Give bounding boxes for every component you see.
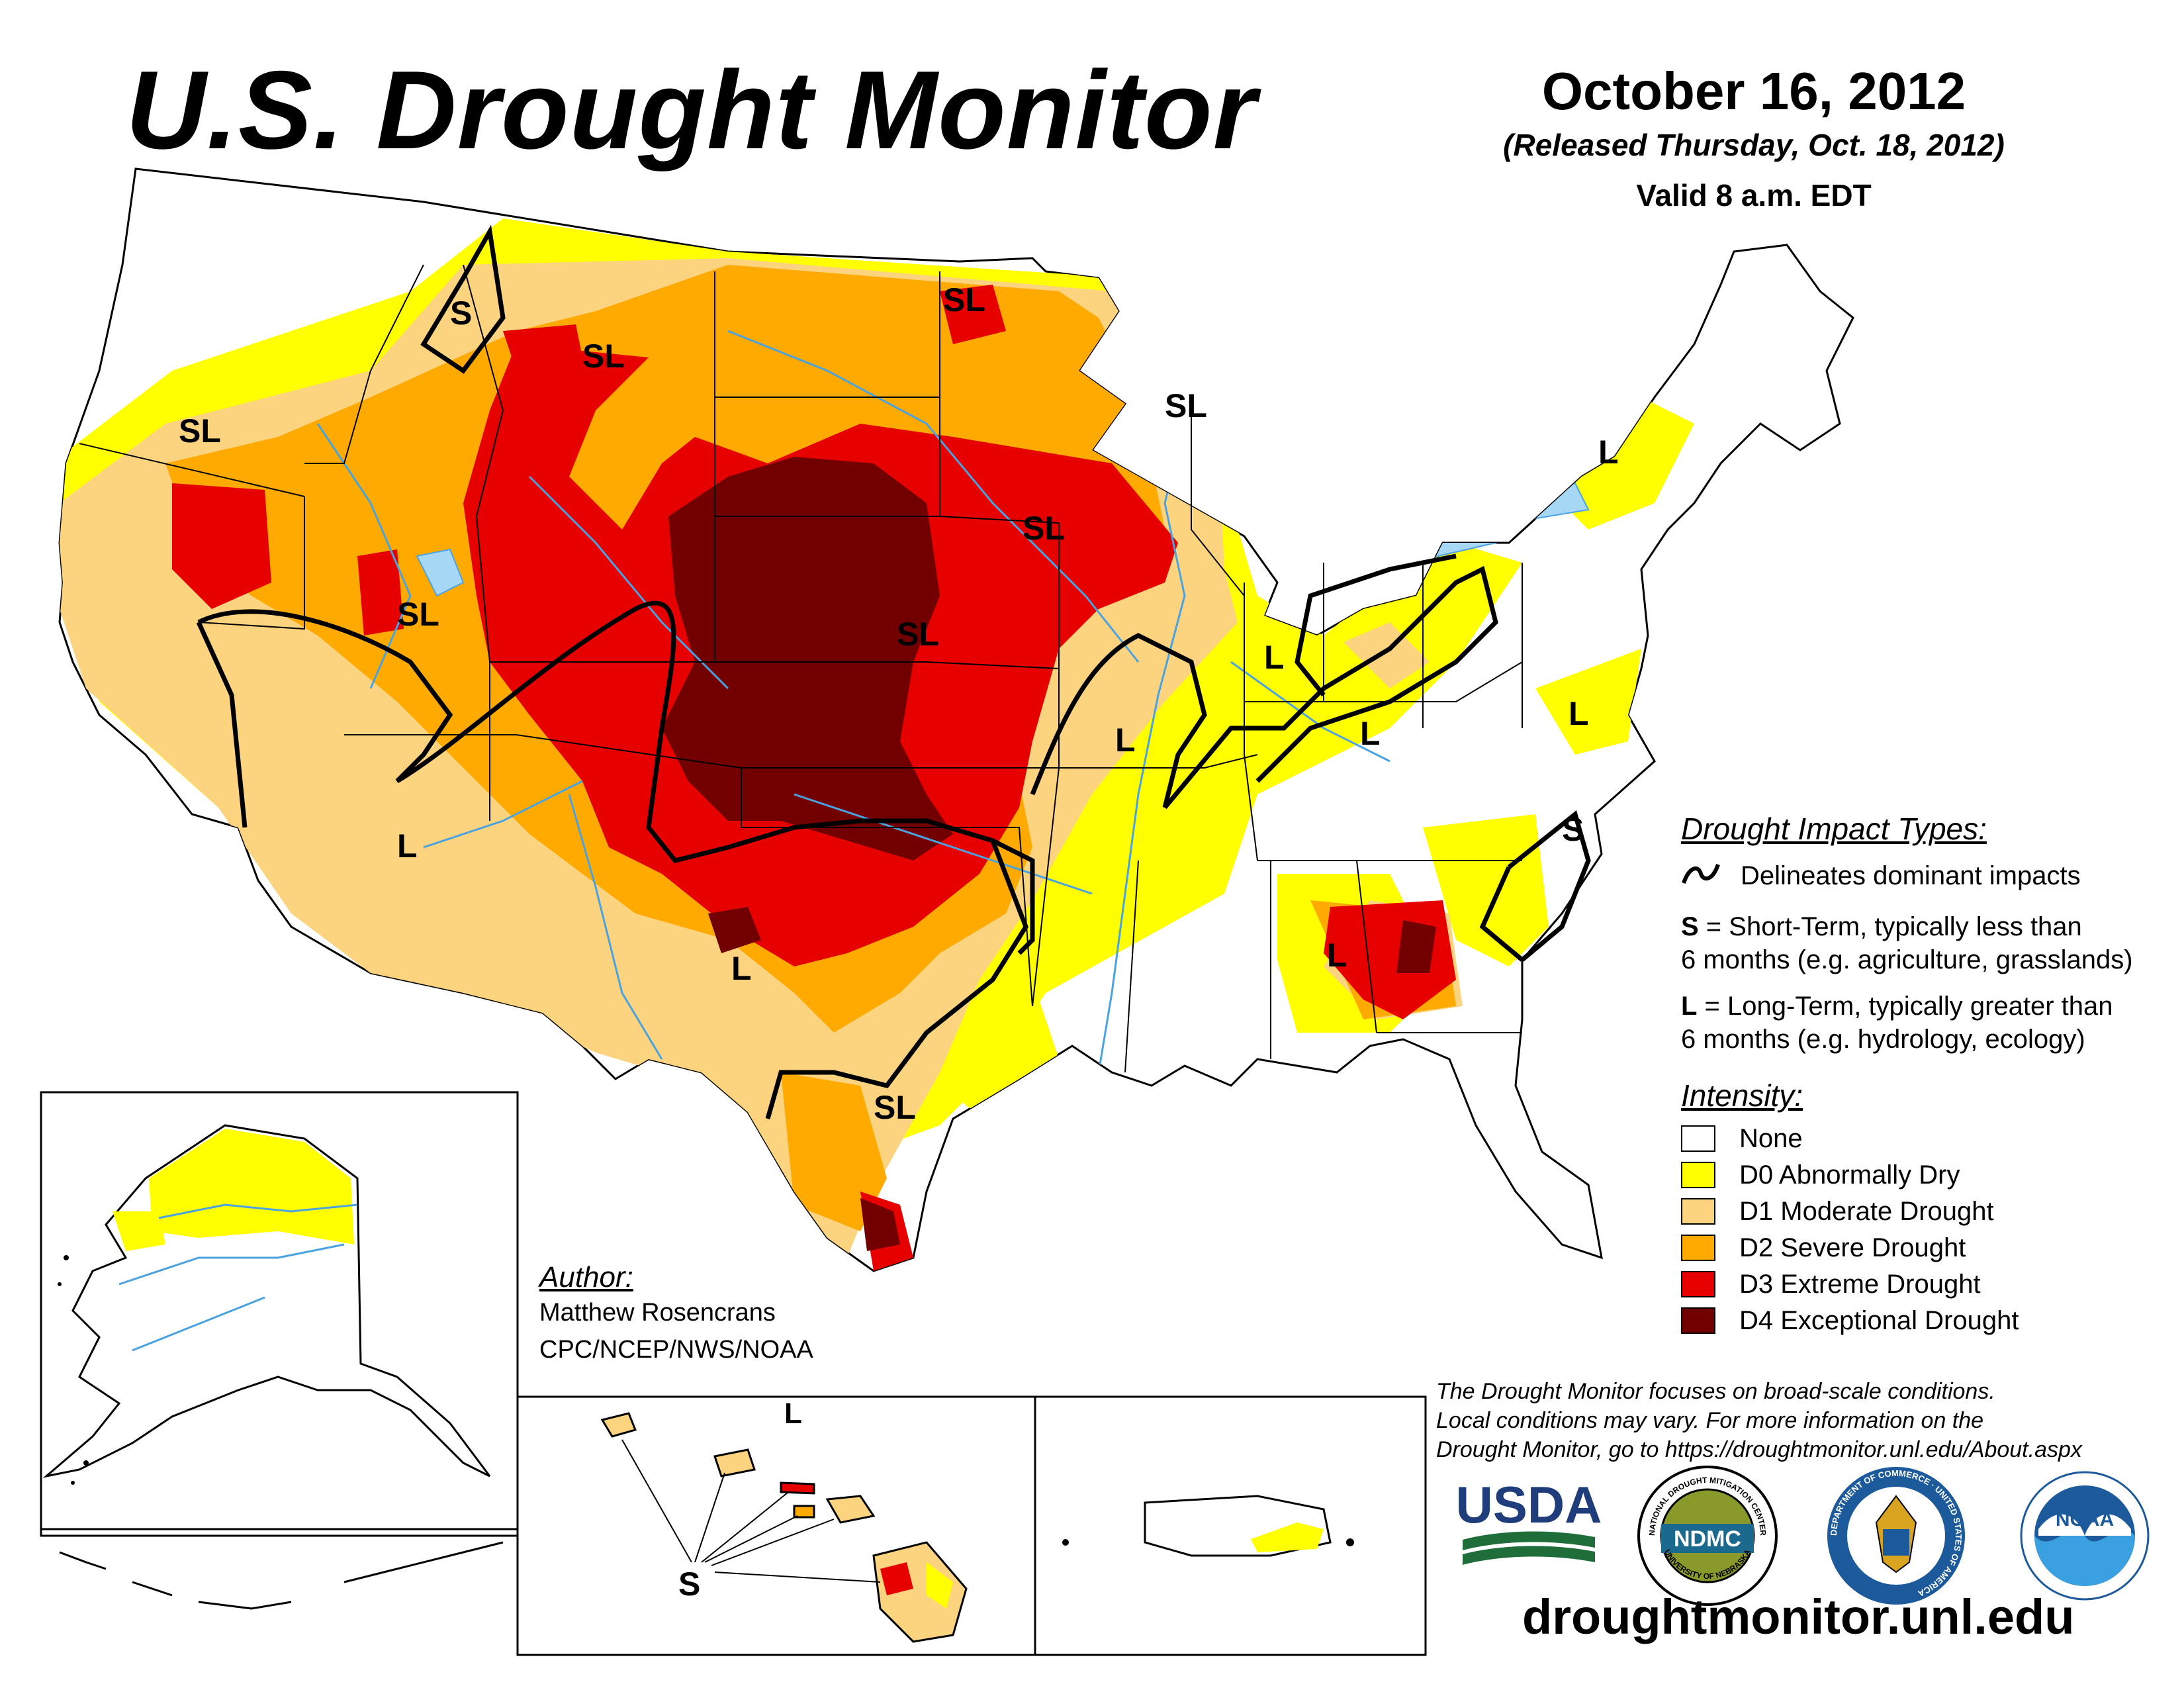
intensity-swatch — [1681, 1307, 1715, 1334]
intensity-label: D1 Moderate Drought — [1739, 1197, 1994, 1226]
impact-labels: S SL SL SL SL SL SL SL L L L L L L L S S… — [179, 281, 1619, 1126]
map-label: SL — [874, 1089, 916, 1126]
map-label: SL — [943, 281, 985, 318]
intensity-swatch — [1681, 1125, 1715, 1152]
intensity-legend-heading: Intensity: — [1681, 1078, 1803, 1113]
intensity-swatch — [1681, 1162, 1715, 1188]
ndmc-logo-text: NDMC — [1674, 1526, 1741, 1552]
disclaimer-line: Local conditions may vary. For more info… — [1436, 1408, 1984, 1433]
hawaii-label-s: S — [678, 1566, 700, 1603]
delineates-text: Delineates dominant impacts — [1741, 861, 2081, 890]
author-heading: Author: — [539, 1261, 633, 1293]
map-label: SL — [179, 412, 221, 449]
intensity-swatch — [1681, 1271, 1715, 1297]
author-org: CPC/NCEP/NWS/NOAA — [539, 1336, 813, 1364]
map-label: L — [731, 950, 752, 987]
d4-areas — [662, 457, 1436, 1251]
usda-logo: USDA — [1456, 1476, 1602, 1565]
impact-lines — [196, 224, 1591, 1119]
puerto-rico-inset — [1034, 1395, 1427, 1656]
intensity-label: None — [1739, 1124, 1803, 1153]
intensity-label: D4 Exceptional Drought — [1739, 1306, 2019, 1335]
short-term-desc: = Short-Term, typically less than — [1698, 912, 2082, 941]
long-term-desc-2: 6 months (e.g. hydrology, ecology) — [1681, 1025, 2085, 1054]
hawaii-inset: S L — [516, 1395, 1036, 1656]
short-term-desc-2: 6 months (e.g. agriculture, grasslands) — [1681, 945, 2133, 974]
map-label: SL — [1023, 510, 1065, 547]
map-label: L — [1598, 434, 1619, 471]
intensity-label: D0 Abnormally Dry — [1739, 1160, 1960, 1190]
map-label: L — [1360, 715, 1381, 752]
short-term-key: S — [1681, 912, 1699, 941]
intensity-swatch — [1681, 1198, 1715, 1225]
disclaimer-line: Drought Monitor, go to https://droughtmo… — [1436, 1437, 2082, 1462]
intensity-label: D2 Severe Drought — [1739, 1233, 1966, 1262]
website-link[interactable]: droughtmonitor.unl.edu — [1522, 1589, 2075, 1644]
hawaii-label-l: L — [784, 1397, 802, 1430]
disclaimer-line: The Drought Monitor focuses on broad-sca… — [1436, 1379, 1995, 1404]
map-label: L — [1264, 639, 1285, 676]
ndmc-logo: NDMC NATIONAL DROUGHT MITIGATION CENTER … — [1637, 1466, 1778, 1606]
map-label: S — [1562, 811, 1584, 848]
long-term-key: L — [1681, 992, 1698, 1021]
long-term-text: L = Long-Term, typically greater than — [1681, 990, 2113, 1023]
map-label: L — [1115, 722, 1136, 759]
intensity-label: D3 Extreme Drought — [1739, 1270, 1981, 1299]
state-boundaries — [79, 264, 1523, 1073]
delineation-line-icon — [1682, 863, 1720, 884]
map-label: SL — [1165, 387, 1207, 424]
valid-time: Valid 8 a.m. EDT — [1636, 178, 1872, 212]
map-label: S — [450, 295, 472, 332]
intensity-legend: None D0 Abnormally Dry D1 Moderate Drought… — [1681, 1125, 2144, 1350]
long-term-desc: = Long-Term, typically greater than — [1697, 992, 2113, 1021]
disclaimer: The Drought Monitor focuses on broad-sca… — [1436, 1377, 2164, 1464]
intensity-swatch — [1681, 1235, 1715, 1261]
map-label: L — [1569, 695, 1589, 732]
map-label: L — [397, 827, 418, 865]
released-date: (Released Thursday, Oct. 18, 2012) — [1503, 128, 2005, 162]
map-label: SL — [582, 338, 625, 375]
great-salt-lake — [416, 548, 465, 597]
map-label: SL — [397, 596, 439, 633]
noaa-logo-text: NOAA — [2056, 1509, 2114, 1530]
commerce-seal: DEPARTMENT OF COMMERCE · UNITED STATES O… — [1827, 1467, 1965, 1605]
impact-legend-heading: Drought Impact Types: — [1681, 812, 1987, 846]
noaa-logo: NOAA — [2020, 1471, 2150, 1601]
author-name: Matthew Rosencrans — [539, 1299, 776, 1327]
map-date: October 16, 2012 — [1541, 62, 1966, 120]
short-term-text: S = Short-Term, typically less than — [1681, 910, 2082, 943]
map-label: SL — [897, 616, 939, 653]
alaska-inset — [40, 1091, 519, 1610]
map-label: L — [1327, 937, 1347, 974]
map-title: U.S. Drought Monitor — [126, 48, 1257, 172]
usda-logo-text: USDA — [1456, 1476, 1602, 1534]
